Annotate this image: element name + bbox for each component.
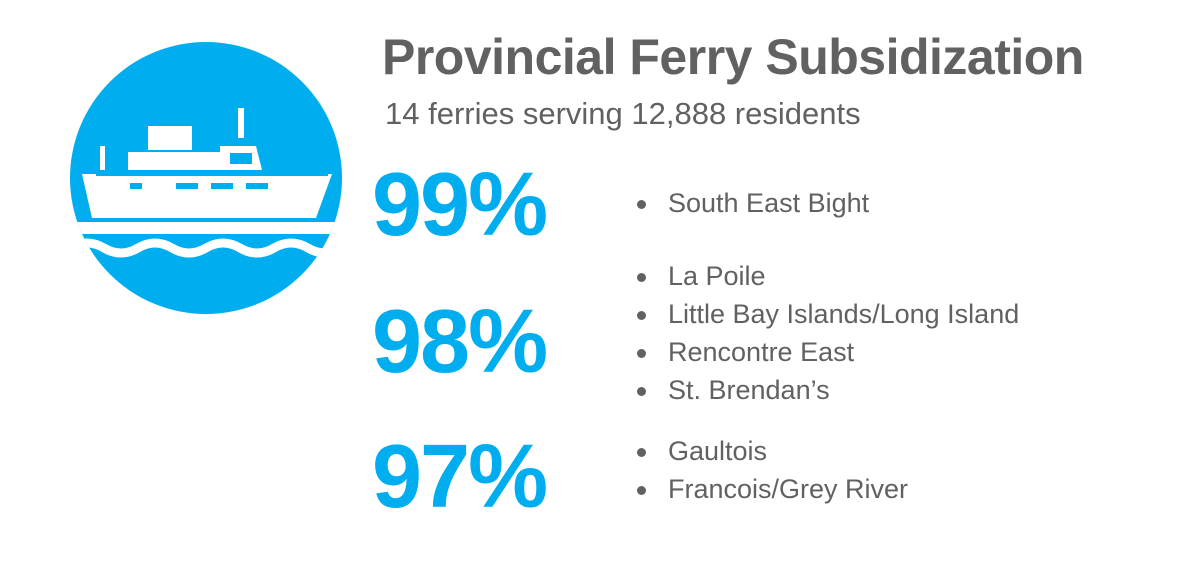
list-item: Gaultois xyxy=(634,432,908,470)
percent-value: 97% xyxy=(372,427,548,527)
route-list: La Poile Little Bay Islands/Long Island … xyxy=(634,257,1019,409)
percent-value: 99% xyxy=(372,155,548,255)
page-subtitle: 14 ferries serving 12,888 residents xyxy=(385,96,861,131)
ferry-icon xyxy=(70,42,342,314)
route-list: South East Bight xyxy=(634,184,869,222)
list-item: St. Brendan’s xyxy=(634,371,1019,409)
list-item: Francois/Grey River xyxy=(634,470,908,508)
list-item: Rencontre East xyxy=(634,333,1019,371)
route-list: Gaultois Francois/Grey River xyxy=(634,432,908,508)
list-item: Little Bay Islands/Long Island xyxy=(634,295,1019,333)
list-item: South East Bight xyxy=(634,184,869,222)
percent-value: 98% xyxy=(372,292,548,392)
list-item: La Poile xyxy=(634,257,1019,295)
page-title: Provincial Ferry Subsidization xyxy=(382,29,1084,85)
